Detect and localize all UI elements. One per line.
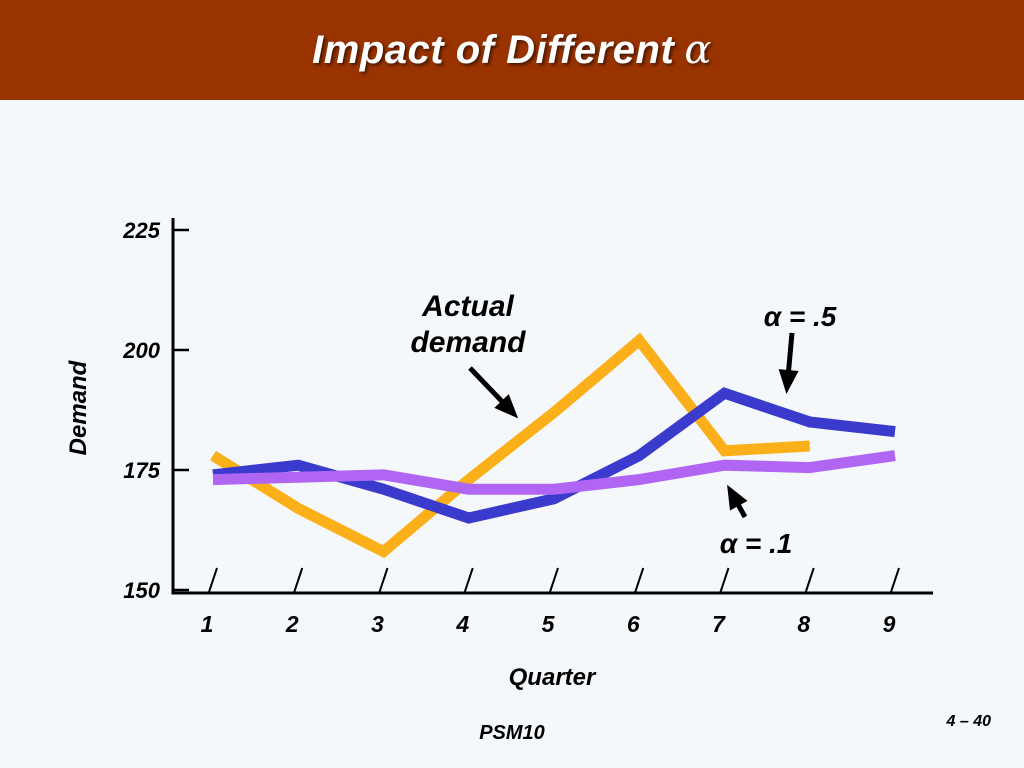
series-line-actual: [210, 332, 811, 559]
x-tick: [208, 567, 218, 593]
series-line-alpha_01: [212, 450, 896, 495]
arrow-alpha-05-head: [778, 369, 799, 394]
x-tick-label: 4: [455, 611, 469, 637]
annotation-alpha-05: α = .5: [764, 301, 837, 332]
x-tick: [293, 567, 304, 593]
x-tick-label: 6: [627, 611, 640, 637]
alpha-symbol: α: [684, 27, 712, 73]
y-axis-title: Demand: [65, 359, 92, 455]
x-tick-label: 7: [712, 611, 726, 637]
x-axis-title: Quarter: [509, 664, 597, 691]
x-tick-label: 3: [371, 611, 384, 637]
title-bar: Impact of Different α: [0, 0, 1024, 100]
x-tick: [719, 567, 730, 593]
x-tick-label: 5: [542, 611, 556, 637]
x-tick: [890, 567, 900, 593]
x-tick: [463, 567, 474, 593]
annotation-actual-line2: demand: [410, 326, 526, 359]
x-tick: [634, 567, 645, 593]
y-tick-label: 150: [123, 578, 160, 603]
x-tick: [549, 567, 559, 593]
y-tick-label: 225: [122, 218, 160, 243]
footer-course-code: PSM10: [479, 722, 545, 744]
y-tick-label: 200: [122, 338, 160, 363]
x-tick-label: 8: [797, 611, 810, 637]
arrow-alpha-01-head: [727, 484, 748, 511]
slide-title: Impact of Different α: [312, 27, 712, 73]
y-tick-label: 175: [123, 458, 160, 483]
annotation-actual-line1: Actual: [421, 290, 514, 323]
x-tick: [804, 567, 815, 593]
slide-title-text: Impact of Different: [312, 28, 675, 72]
arrow-actual-head: [494, 394, 519, 419]
footer-page-number: 4 – 40: [946, 713, 991, 730]
x-tick: [378, 567, 389, 593]
annotation-alpha-01: α = .1: [720, 528, 793, 559]
x-tick-label: 9: [883, 611, 896, 637]
x-tick-label: 2: [285, 611, 299, 637]
x-tick-label: 1: [201, 611, 214, 637]
